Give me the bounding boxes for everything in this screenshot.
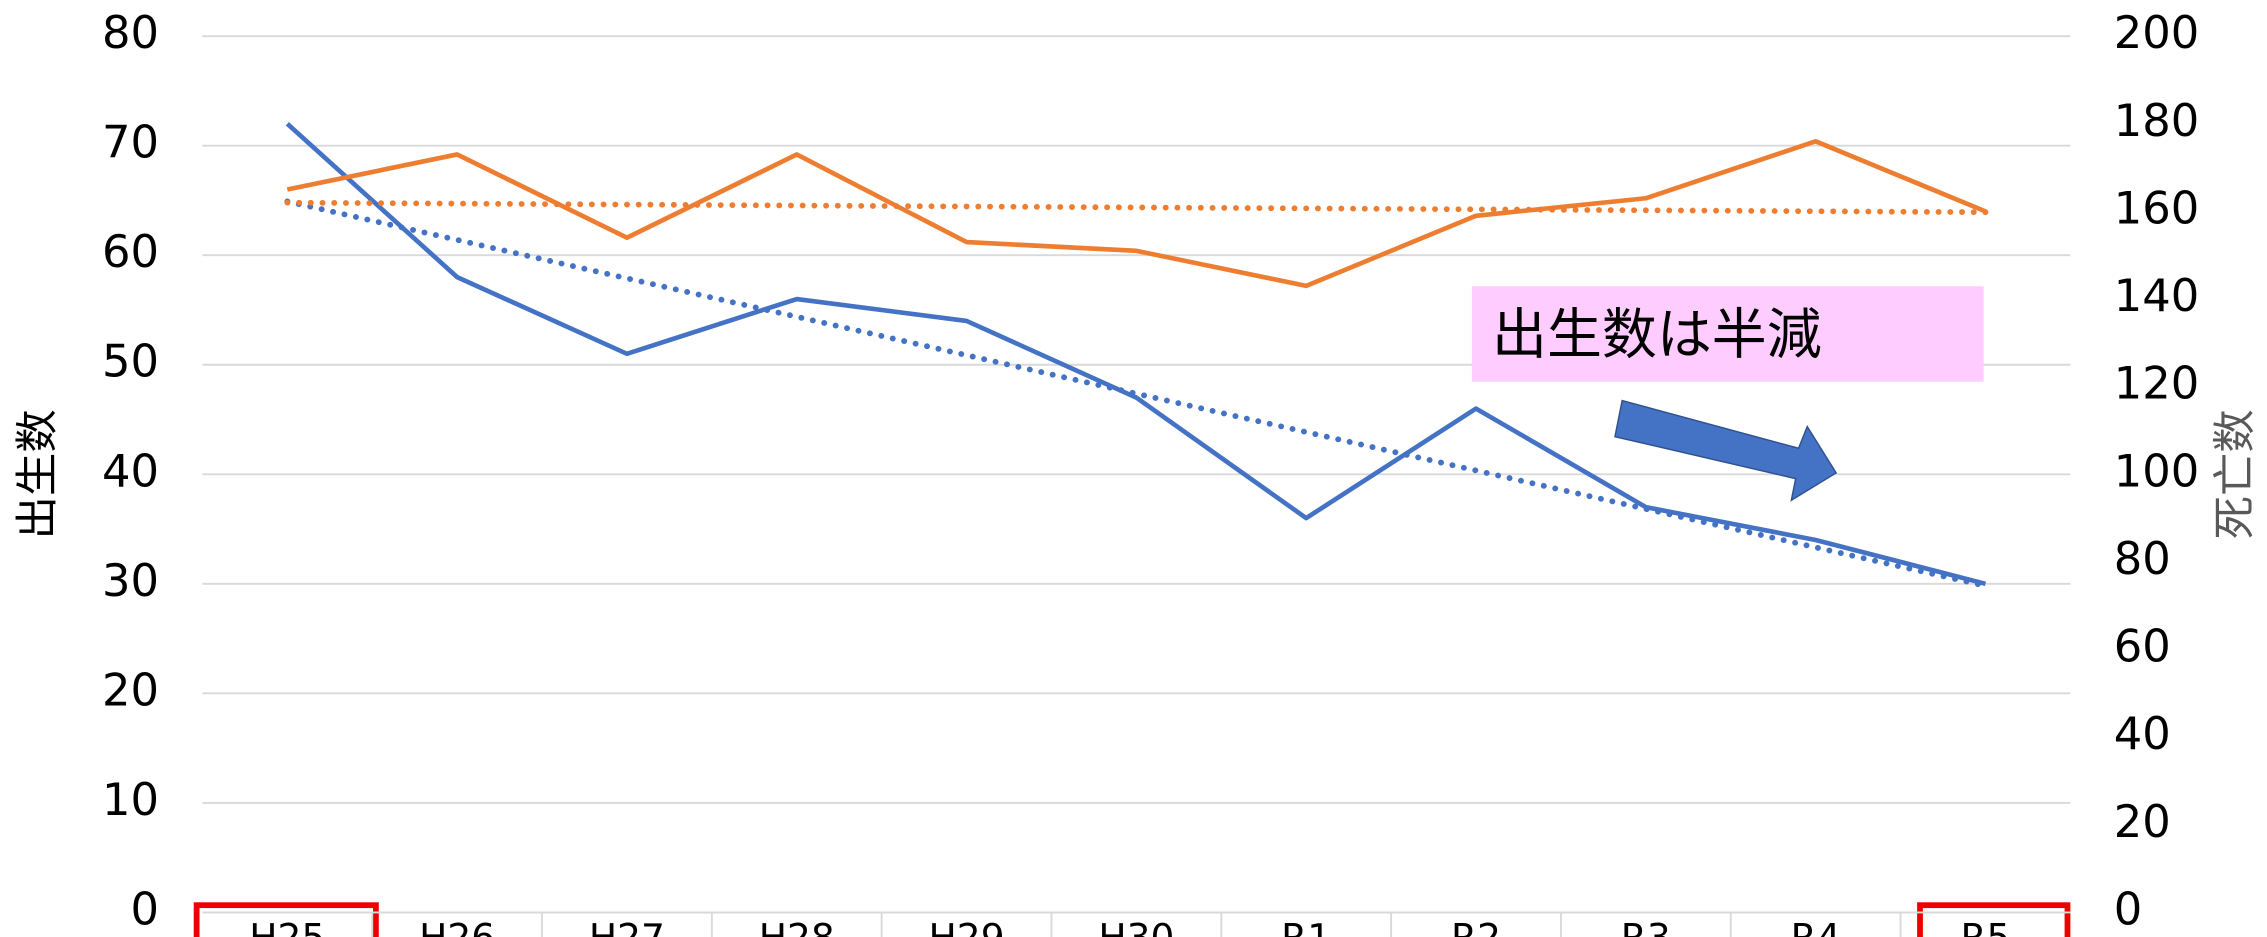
trendline	[284, 199, 1989, 216]
highlight-box	[193, 902, 379, 937]
y2-tick-label: 100	[2114, 444, 2200, 497]
y-tick-label: 10	[102, 773, 159, 826]
x-tick-label: H29	[929, 915, 1005, 937]
y2-tick-label: 180	[2114, 94, 2200, 147]
x-tick-label: R1	[1281, 915, 1331, 937]
y-tick-label: 50	[102, 335, 159, 388]
x-tick-label: H30	[1098, 915, 1174, 937]
x-tick-label: H28	[759, 915, 835, 937]
trendline	[284, 198, 1989, 589]
y2-tick-label: 40	[2114, 707, 2171, 760]
x-tick-label: R4	[1791, 915, 1841, 937]
annotation-box	[1471, 286, 1984, 382]
y-tick-label: 80	[102, 6, 159, 59]
y-tick-label: 30	[102, 554, 159, 607]
y2-axis-title: 死亡数	[2211, 409, 2261, 539]
y2-tick-label: 140	[2114, 269, 2200, 322]
y-tick-label: 40	[102, 444, 159, 497]
x-tick-label: R2	[1451, 915, 1501, 937]
x-tick-label: R3	[1621, 915, 1671, 937]
series-line	[286, 138, 1987, 289]
series-line	[285, 122, 1987, 587]
y2-tick-label: 200	[2114, 6, 2200, 59]
y2-tick-label: 160	[2114, 181, 2200, 234]
y-tick-label: 20	[102, 663, 159, 716]
arrow	[1614, 399, 1838, 502]
x-tick-label: H27	[589, 915, 665, 937]
x-tick-label: H25	[249, 915, 325, 937]
x-tick-label: H26	[419, 915, 495, 937]
y-tick-label: 60	[102, 225, 159, 278]
annotation: 出生数は半減	[1492, 302, 1822, 366]
y2-tick-label: 20	[2114, 795, 2171, 848]
x-tick-label: R5	[1960, 915, 2010, 937]
y-tick-label: 0	[131, 882, 160, 935]
y-axis-title: 出生数	[13, 409, 63, 539]
y2-tick-label: 60	[2114, 620, 2171, 673]
y2-tick-label: 0	[2114, 882, 2143, 935]
y-tick-label: 70	[102, 116, 159, 169]
y2-tick-label: 120	[2114, 357, 2200, 410]
y2-tick-label: 80	[2114, 532, 2171, 585]
highlight-box	[1917, 902, 2071, 937]
